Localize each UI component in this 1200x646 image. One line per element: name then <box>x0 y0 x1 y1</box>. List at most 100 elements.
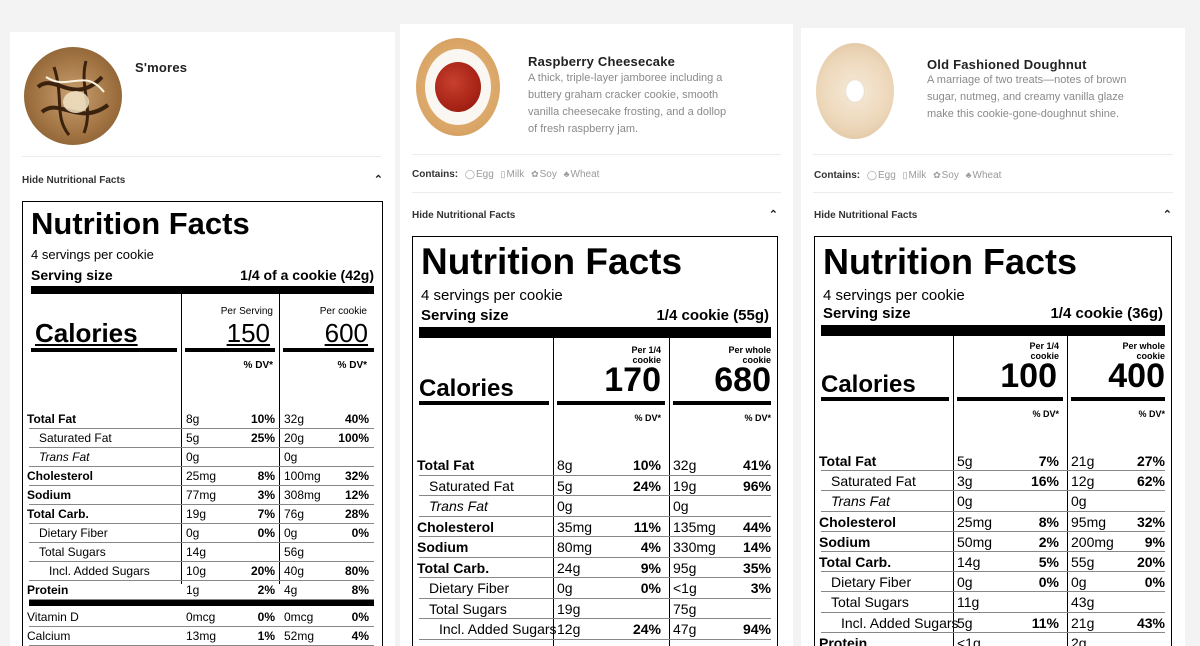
dv-per-serving: 0% <box>257 610 275 624</box>
product-card-raspberry-cheesecake: Raspberry Cheesecake A thick, triple-lay… <box>400 24 793 646</box>
nutrient-name: Incl. Added Sugars <box>49 564 150 578</box>
doughnut-cookie-image[interactable] <box>816 43 894 139</box>
dv-per-cookie: 44% <box>742 518 771 535</box>
dv-per-serving: 2% <box>257 583 275 597</box>
milk-icon: ▯ <box>500 169 506 179</box>
row-divider <box>419 618 771 619</box>
hide-nutrition-toggle[interactable]: Hide Nutritional Facts ⌃ <box>22 173 383 189</box>
nutrient-name: Protein <box>27 583 69 597</box>
column-divider <box>669 338 670 646</box>
amount-per-cookie: 75g <box>673 600 697 617</box>
description-line: make this cookie-gone-doughnut shine. <box>927 108 1120 120</box>
amount-per-cookie: 76g <box>284 507 305 521</box>
dv-per-serving: 10% <box>250 412 275 426</box>
amount-per-serving: 0g <box>186 526 200 540</box>
row-divider <box>821 470 1165 472</box>
dv-per-serving: 25% <box>250 431 275 445</box>
amount-per-serving: <1g <box>957 634 981 646</box>
thick-rule <box>557 401 665 405</box>
nutrition-facts-title: Nutrition Facts <box>421 241 683 282</box>
amount-per-serving: 8g <box>186 412 200 426</box>
raspberry-cheesecake-cookie-image[interactable] <box>416 38 500 136</box>
smores-cookie-image[interactable] <box>24 47 122 145</box>
allergen-contains: Contains: ◯Egg ▯Milk ✿Soy ♣Wheat <box>814 170 1001 181</box>
amount-per-serving: 25mg <box>186 469 217 483</box>
dv-per-serving: 16% <box>1030 473 1059 490</box>
amount-per-serving: 25mg <box>957 513 993 530</box>
calories-per-cookie: 400 <box>1108 357 1165 395</box>
nutrient-name: Saturated Fat <box>39 431 112 445</box>
row-divider <box>29 599 374 600</box>
amount-per-serving: 8g <box>557 457 573 473</box>
calories-per-serving: 170 <box>604 361 661 399</box>
dv-per-cookie: 20% <box>1136 554 1165 570</box>
chevron-up-icon[interactable]: ⌃ <box>768 209 778 221</box>
amount-per-cookie: 100mg <box>284 469 321 483</box>
amount-per-serving: 80mg <box>557 539 593 555</box>
dv-per-serving: 10% <box>632 457 661 473</box>
amount-per-serving: 14g <box>186 545 207 559</box>
amount-per-cookie: 95g <box>673 559 697 576</box>
row-divider <box>821 611 1165 613</box>
amount-per-cookie: 0g <box>673 498 689 514</box>
doughnut-hole <box>845 79 865 103</box>
thick-rule <box>1071 397 1165 401</box>
allergen-egg: ◯Egg <box>464 169 494 180</box>
row-divider <box>419 638 771 640</box>
thick-rule <box>821 325 1165 336</box>
product-title: Old Fashioned Doughnut <box>927 57 1087 72</box>
thick-rule <box>31 286 374 294</box>
dv-per-serving: 0% <box>257 526 275 540</box>
dv-per-cookie: 32% <box>1136 513 1165 530</box>
calories-per-cookie: 600 <box>324 318 368 348</box>
thick-rule <box>419 327 771 338</box>
divider <box>412 192 781 193</box>
allergen-egg: ◯Egg <box>866 170 896 181</box>
nutrient-name: Trans Fat <box>39 450 90 464</box>
hide-nutrition-toggle[interactable]: Hide Nutritional Facts ⌃ <box>814 208 1172 224</box>
dv-per-cookie: 9% <box>1144 533 1165 550</box>
dv-per-serving: 8% <box>257 469 275 483</box>
nutrient-name: Incl. Added Sugars <box>841 614 959 631</box>
product-card-old-fashioned-doughnut: Old Fashioned Doughnut A marriage of two… <box>801 28 1185 646</box>
calories-per-serving: 100 <box>1000 357 1057 395</box>
hide-nutrition-toggle[interactable]: Hide Nutritional Facts ⌃ <box>412 208 778 224</box>
row-divider <box>29 561 374 562</box>
toggle-label: Hide Nutritional Facts <box>814 210 918 221</box>
nutrient-name: Saturated Fat <box>831 473 916 490</box>
thick-rule <box>673 401 771 405</box>
amount-per-cookie: 0g <box>284 450 298 464</box>
row-divider <box>419 597 771 599</box>
allergen-soy: ✿Soy <box>531 169 557 180</box>
amount-per-serving: 5g <box>957 614 973 631</box>
contains-label: Contains: <box>412 169 459 180</box>
amount-per-serving: 0g <box>557 498 573 514</box>
dv-per-cookie: 0% <box>1144 574 1165 591</box>
thick-rule <box>29 600 374 606</box>
nutrient-name: Total Carb. <box>417 559 490 576</box>
dv-per-cookie: 27% <box>1136 453 1165 469</box>
amount-per-cookie: 43g <box>1071 594 1095 611</box>
dv-per-serving: 9% <box>640 559 661 576</box>
row-divider <box>419 556 771 558</box>
row-divider <box>821 571 1165 573</box>
amount-per-serving: 5g <box>186 431 200 445</box>
column-divider <box>553 338 554 646</box>
chevron-up-icon[interactable]: ⌃ <box>1162 209 1172 221</box>
dv-per-serving: 20% <box>250 564 275 578</box>
dv-label: % DV* <box>337 360 367 371</box>
amount-per-serving: 10g <box>186 564 207 578</box>
amount-per-serving: 0g <box>186 450 200 464</box>
dv-per-cookie: 96% <box>742 477 771 494</box>
amount-per-cookie: 55g <box>1071 554 1095 570</box>
chevron-up-icon[interactable]: ⌃ <box>373 174 383 186</box>
amount-per-cookie: 0mcg <box>284 610 314 624</box>
thick-rule <box>283 348 374 352</box>
amount-per-cookie: 40g <box>284 564 305 578</box>
amount-per-serving: 5g <box>957 453 973 469</box>
dv-label: % DV* <box>1032 409 1059 419</box>
col1-header: Per 1/4 cookie <box>1029 341 1059 361</box>
product-title: S'mores <box>135 60 188 75</box>
row-divider <box>419 515 771 517</box>
description-line: buttery graham cracker cookie, smooth <box>528 89 719 101</box>
